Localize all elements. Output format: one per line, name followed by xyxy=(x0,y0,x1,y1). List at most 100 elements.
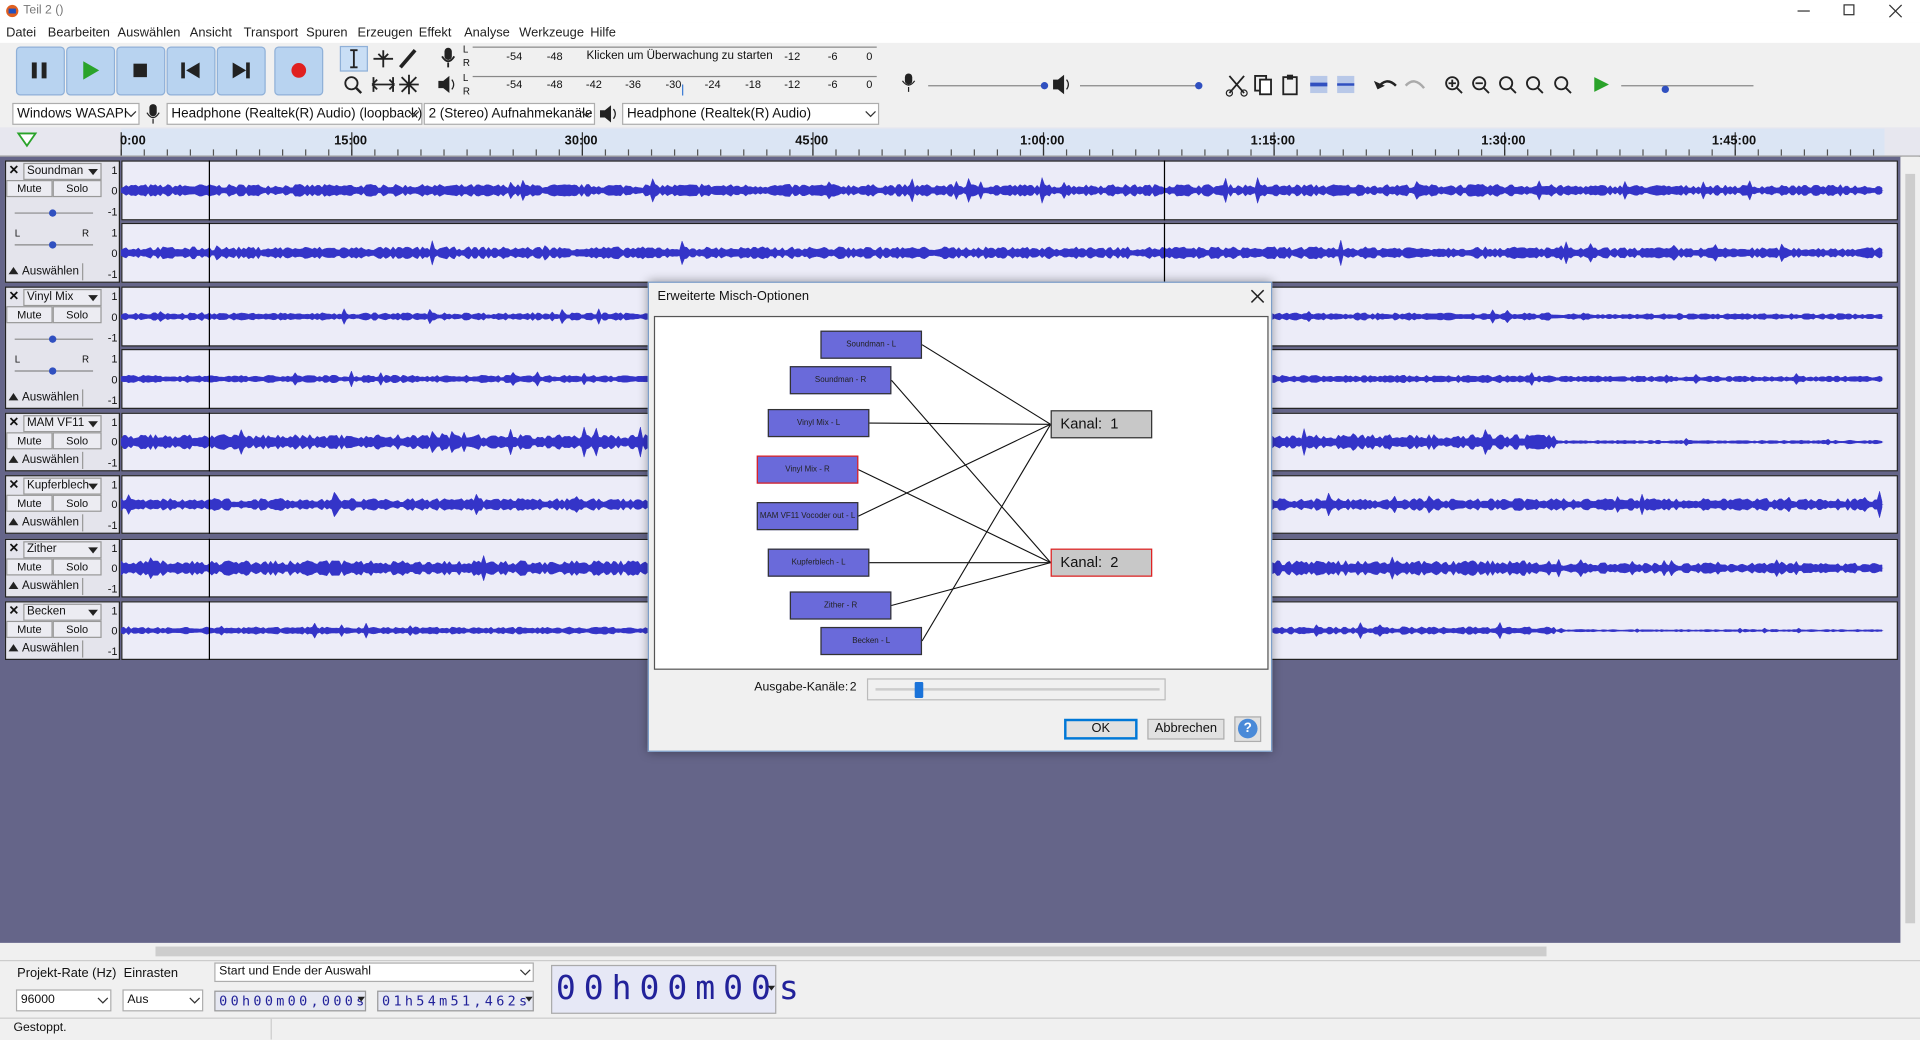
mute-button[interactable]: Mute xyxy=(6,558,53,576)
track-name[interactable]: MAM VF11 xyxy=(23,415,102,433)
channels-label: Ausgabe-Kanäle: xyxy=(754,680,849,695)
solo-button[interactable]: Solo xyxy=(52,432,102,450)
menu-item[interactable]: Auswählen xyxy=(117,25,181,41)
track-name[interactable]: Kupferblech xyxy=(23,477,102,495)
icon-part xyxy=(8,581,19,589)
solo-button[interactable]: Solo xyxy=(52,306,102,324)
select-button[interactable]: Auswählen xyxy=(22,640,84,658)
snap-select[interactable]: Aus xyxy=(122,989,204,1012)
transport-button[interactable] xyxy=(166,46,216,96)
menu-item[interactable]: Ansicht xyxy=(189,25,232,41)
menu-item[interactable]: Erzeugen xyxy=(357,25,413,41)
collapse-arrow xyxy=(8,455,19,463)
track-close[interactable]: ✕ xyxy=(8,478,19,493)
dropdown-arrow xyxy=(88,547,98,554)
transport-button[interactable] xyxy=(66,46,116,96)
output-channel[interactable]: Kanal: 2 xyxy=(1050,548,1153,577)
icon-part xyxy=(1195,82,1203,90)
selection-mode-select-text: Start und Ende der Auswahl xyxy=(219,964,372,979)
recording-device-select[interactable]: Headphone (Realtek(R) Audio) (loopback) xyxy=(166,102,423,125)
select-button[interactable]: Auswählen xyxy=(22,389,84,407)
selection-mode-select[interactable]: Start und Ende der Auswahl xyxy=(214,962,534,983)
input-channel[interactable]: MAM VF11 Vocoder out - L xyxy=(756,502,859,531)
meter-scale-label: -18 xyxy=(745,78,762,91)
menu-item[interactable]: Hilfe xyxy=(590,25,616,41)
waveform xyxy=(120,239,1883,267)
icon-part xyxy=(371,77,395,92)
track-name[interactable]: Zither xyxy=(23,541,102,559)
solo-button[interactable]: Solo xyxy=(52,558,102,576)
select-button[interactable]: Auswählen xyxy=(22,451,84,469)
solo-button[interactable]: Solo xyxy=(52,180,102,198)
cancel-button[interactable]: Abbrechen xyxy=(1147,718,1225,740)
menu-item[interactable]: Bearbeiten xyxy=(47,25,110,41)
menu-item[interactable]: Spuren xyxy=(306,25,348,41)
icon-part xyxy=(246,62,250,79)
mix-link xyxy=(858,423,1051,517)
input-channel[interactable]: Vinyl Mix - R xyxy=(756,455,859,484)
input-channel[interactable]: Zither - R xyxy=(789,591,892,620)
select-button[interactable]: Auswählen xyxy=(22,577,84,596)
rate-select[interactable]: 96000 xyxy=(15,989,112,1012)
playback-device-select[interactable]: Headphone (Realtek(R) Audio) xyxy=(622,102,880,125)
scale-label: 0 xyxy=(111,498,118,511)
channels-select[interactable]: 2 (Stereo) Aufnahmekanäle xyxy=(423,102,596,125)
input-channel[interactable]: Soundman - L xyxy=(820,330,923,359)
scale-label: -1 xyxy=(107,268,118,281)
meter-scale-label: -42 xyxy=(585,78,602,91)
menu-item[interactable]: Analyse xyxy=(464,25,510,41)
dropdown-arrow xyxy=(357,996,365,1002)
input-channel[interactable]: Soundman - R xyxy=(789,366,892,395)
solo-button[interactable]: Solo xyxy=(52,620,102,638)
track-close[interactable]: ✕ xyxy=(8,164,19,178)
track-close[interactable]: ✕ xyxy=(8,290,19,304)
dropdown-arrow xyxy=(88,609,98,616)
dialog-close[interactable] xyxy=(1250,289,1265,303)
audio-position[interactable]: 00h00m00s xyxy=(551,964,799,1014)
ok-button[interactable]: OK xyxy=(1064,718,1138,740)
icon-part xyxy=(1259,78,1272,96)
track-close[interactable]: ✕ xyxy=(8,604,19,619)
mute-button[interactable]: Mute xyxy=(6,180,53,198)
transport-button[interactable] xyxy=(15,46,65,96)
scale-label: -1 xyxy=(107,205,118,218)
icon-part xyxy=(441,55,456,68)
transport-button[interactable] xyxy=(216,46,266,96)
collapse-arrow xyxy=(8,393,19,401)
mute-button[interactable]: Mute xyxy=(6,494,53,512)
icon-part xyxy=(581,110,592,118)
transport-button[interactable] xyxy=(116,46,166,96)
selection-start-text: 00h00m00,000s xyxy=(219,993,368,1009)
meter-scale-label: -24 xyxy=(704,78,721,91)
input-channel[interactable]: Kupferblech - L xyxy=(767,548,870,577)
timeline-label: 45:00 xyxy=(795,133,829,149)
menu-item[interactable]: Datei xyxy=(6,25,37,41)
track-name[interactable]: Soundman xyxy=(23,162,102,180)
mute-button[interactable]: Mute xyxy=(6,620,53,638)
select-button[interactable]: Auswählen xyxy=(22,263,84,281)
transport-button[interactable] xyxy=(274,46,324,96)
mix-links xyxy=(858,344,1052,642)
pan-slider xyxy=(14,241,94,249)
menu-item[interactable]: Effekt xyxy=(418,25,452,41)
mute-button[interactable]: Mute xyxy=(6,432,53,450)
input-channel[interactable]: Becken - L xyxy=(820,626,923,656)
output-channel[interactable]: Kanal: 1 xyxy=(1050,410,1153,439)
track-name[interactable]: Becken xyxy=(23,603,102,621)
selection-end-text: 01h54m51,462s xyxy=(382,993,531,1009)
track-close[interactable]: ✕ xyxy=(8,542,19,556)
icon-part xyxy=(1040,82,1049,90)
mute-button[interactable]: Mute xyxy=(6,306,53,324)
selection-end[interactable]: 01h54m51,462s xyxy=(377,990,534,1012)
track-close[interactable]: ✕ xyxy=(8,416,19,430)
channels-slider[interactable] xyxy=(866,678,1166,701)
icon-part xyxy=(189,997,201,1004)
track-name[interactable]: Vinyl Mix xyxy=(23,288,102,307)
menu-item[interactable]: Transport xyxy=(243,25,299,41)
solo-button[interactable]: Solo xyxy=(52,494,102,512)
menu-item[interactable]: Werkzeuge xyxy=(519,25,584,41)
host-select[interactable]: Windows WASAPI xyxy=(12,102,140,125)
select-button[interactable]: Auswählen xyxy=(22,514,84,532)
input-channel[interactable]: Vinyl Mix - L xyxy=(767,408,870,438)
selection-start[interactable]: 00h00m00,000s xyxy=(214,990,368,1012)
